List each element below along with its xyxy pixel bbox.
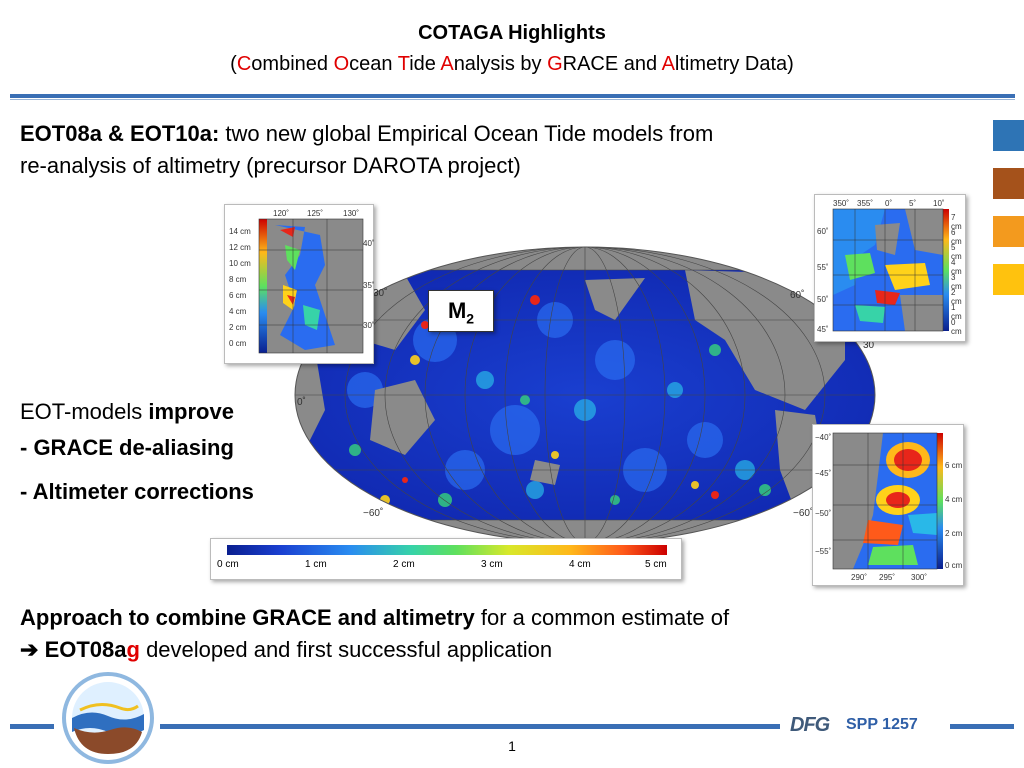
slide-title: COTAGA Highlights	[418, 22, 606, 44]
approach-paragraph: Approach to combine GRACE and altimetry …	[20, 605, 730, 662]
inset-tick: 4 cm	[945, 495, 963, 504]
project-logo	[62, 672, 154, 764]
inset-tick: 6 cm	[229, 291, 247, 300]
inset-tick: −40˚	[815, 433, 832, 442]
inset-tick: 0 cm	[951, 318, 962, 336]
inset-tick: 350˚	[833, 199, 850, 208]
inset-tick: 130˚	[343, 209, 360, 218]
map-lat-label: −60˚	[363, 507, 383, 519]
header-divider	[10, 94, 1015, 98]
inset-tick: 2 cm	[951, 288, 962, 306]
inset-tick: 40˚	[363, 239, 375, 248]
inset-tick: 300˚	[911, 573, 928, 582]
inset-tick: 4 cm	[229, 307, 247, 316]
slide-subtitle: (Combined Ocean Tide Analysis by GRACE a…	[230, 53, 794, 75]
intro-paragraph: EOT08a & EOT10a: two new global Empirica…	[20, 121, 714, 178]
inset-map-east-asia: 120˚ 125˚ 130˚ 14 cm 12 cm 10 cm 8 cm 6 …	[224, 204, 375, 364]
colorbar-panel: 0 cm 1 cm 2 cm 3 cm 4 cm 5 cm	[210, 538, 682, 580]
inset-tick: 2 cm	[229, 323, 247, 332]
inset-tick: 290˚	[851, 573, 868, 582]
map-lat-label: −60˚	[793, 507, 813, 519]
inset-tick: 0 cm	[229, 339, 247, 348]
inset-tick: 35˚	[363, 281, 375, 290]
colorbar-tick: 0 cm	[217, 559, 239, 570]
inset-tick: 12 cm	[229, 243, 251, 252]
inset-tick: 295˚	[879, 573, 896, 582]
inset-tick: 355˚	[857, 199, 874, 208]
inset-tick: 1 cm	[951, 303, 962, 321]
inset-tick: 6 cm	[951, 228, 962, 246]
inset-tick: 7 cm	[951, 213, 962, 231]
map-lat-label: 30˚	[863, 339, 877, 351]
colorbar-ticks: 0 cm 1 cm 2 cm 3 cm 4 cm 5 cm	[217, 559, 677, 575]
inset-tick: 60˚	[817, 227, 829, 236]
header-divider-thin	[10, 99, 1015, 100]
inset-tick: 5˚	[909, 199, 917, 208]
accent-square-yellow	[993, 264, 1024, 295]
colorbar-tick: 1 cm	[305, 559, 327, 570]
colorbar-tick: 4 cm	[569, 559, 591, 570]
inset-tick: 55˚	[817, 263, 829, 272]
inset-map-north-europe: 350˚ 355˚ 0˚ 5˚ 10˚ 60˚ 55˚ 50˚ 45˚ 7 cm…	[814, 194, 966, 342]
inset-tick: 2 cm	[945, 529, 963, 538]
accent-square-brown	[993, 168, 1024, 199]
spp-label: SPP 1257	[846, 716, 918, 733]
inset-tick: 8 cm	[229, 275, 247, 284]
inset-tick: 5 cm	[951, 243, 962, 261]
footer-line-right	[950, 724, 1014, 729]
inset-tick: 0 cm	[945, 561, 963, 570]
accent-square-orange	[993, 216, 1024, 247]
inset-tick: −50˚	[815, 509, 832, 518]
dfg-logo: DFG	[790, 714, 830, 736]
accent-square-blue	[993, 120, 1024, 151]
inset-tick: 125˚	[307, 209, 324, 218]
footer-line-left	[10, 724, 54, 729]
inset-tick: −55˚	[815, 547, 832, 556]
inset-tick: 14 cm	[229, 227, 251, 236]
inset-tick: 0˚	[885, 199, 893, 208]
inset-tick: 10˚	[933, 199, 945, 208]
inset-tick: 120˚	[273, 209, 290, 218]
inset-tick: 3 cm	[951, 273, 962, 291]
inset-tick: 30˚	[363, 321, 375, 330]
inset-tick: 10 cm	[229, 259, 251, 268]
colorbar-tick: 5 cm	[645, 559, 667, 570]
map-lat-label: 30˚	[373, 287, 387, 299]
inset-tick: −45˚	[815, 469, 832, 478]
footer-line-mid	[160, 724, 780, 729]
colorbar-tick: 3 cm	[481, 559, 503, 570]
inset-tick: 50˚	[817, 295, 829, 304]
map-lat-label: 0˚	[297, 396, 306, 408]
tide-constituent-label: M2	[428, 290, 494, 332]
inset-tick: 6 cm	[945, 461, 963, 470]
colorbar-gradient	[227, 545, 667, 555]
global-tide-map: 60˚ 30˚ 0˚ −60˚ 0˚ 30˚ −60˚	[294, 246, 877, 544]
improvement-list: EOT-models improve - GRACE de-aliasing -…	[20, 399, 254, 504]
inset-tick: 45˚	[817, 325, 829, 334]
inset-tick: 4 cm	[951, 258, 962, 276]
inset-map-patagonia: −40˚ −45˚ −50˚ −55˚ 6 cm 4 cm 2 cm 0 cm …	[812, 424, 964, 586]
arrow-right-icon: ➔	[20, 637, 39, 662]
page-number: 1	[508, 738, 516, 754]
colorbar-tick: 2 cm	[393, 559, 415, 570]
map-lat-label: 60˚	[790, 289, 804, 301]
